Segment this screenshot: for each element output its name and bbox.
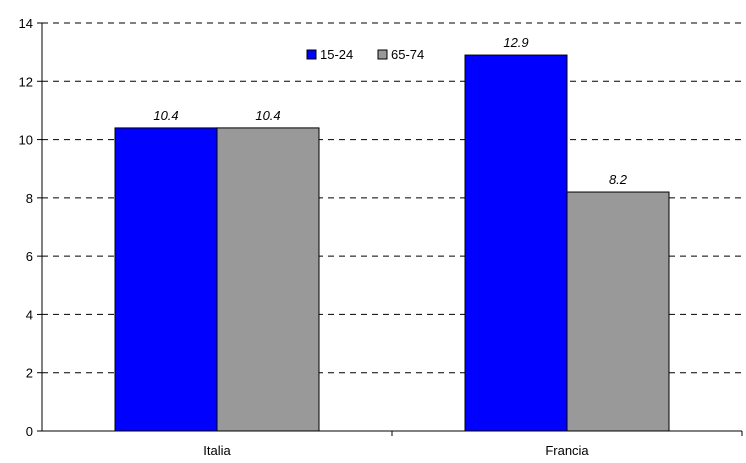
y-tick-label: 0: [26, 424, 33, 439]
data-label: 10.4: [255, 108, 280, 123]
data-label: 10.4: [153, 108, 178, 123]
y-tick-label: 4: [26, 307, 33, 322]
bar: [464, 54, 568, 432]
axes: 0 2 4 6 8 10 12 14 Italia Francia: [19, 16, 743, 458]
y-tick-label: 8: [26, 191, 33, 206]
y-tick-label: 14: [19, 16, 33, 31]
legend-swatch: [377, 49, 388, 60]
data-label: 8.2: [609, 172, 628, 187]
data-label: 12.9: [503, 35, 528, 50]
y-tick-label: 6: [26, 249, 33, 264]
y-tick-label: 2: [26, 366, 33, 381]
bar: [566, 191, 670, 432]
x-tick-label: Italia: [203, 443, 231, 458]
legend: 15-24 65-74: [306, 47, 424, 62]
x-tick-label: Francia: [545, 443, 589, 458]
legend-label: 65-74: [391, 47, 424, 62]
bar: [216, 127, 320, 432]
bar: [114, 127, 218, 432]
y-tick-label: 10: [19, 133, 33, 148]
legend-label: 15-24: [320, 47, 353, 62]
bars: [114, 54, 670, 432]
y-tick-label: 12: [19, 74, 33, 89]
legend-swatch: [306, 49, 317, 60]
data-labels: 10.4 10.4 12.9 8.2: [153, 35, 627, 187]
